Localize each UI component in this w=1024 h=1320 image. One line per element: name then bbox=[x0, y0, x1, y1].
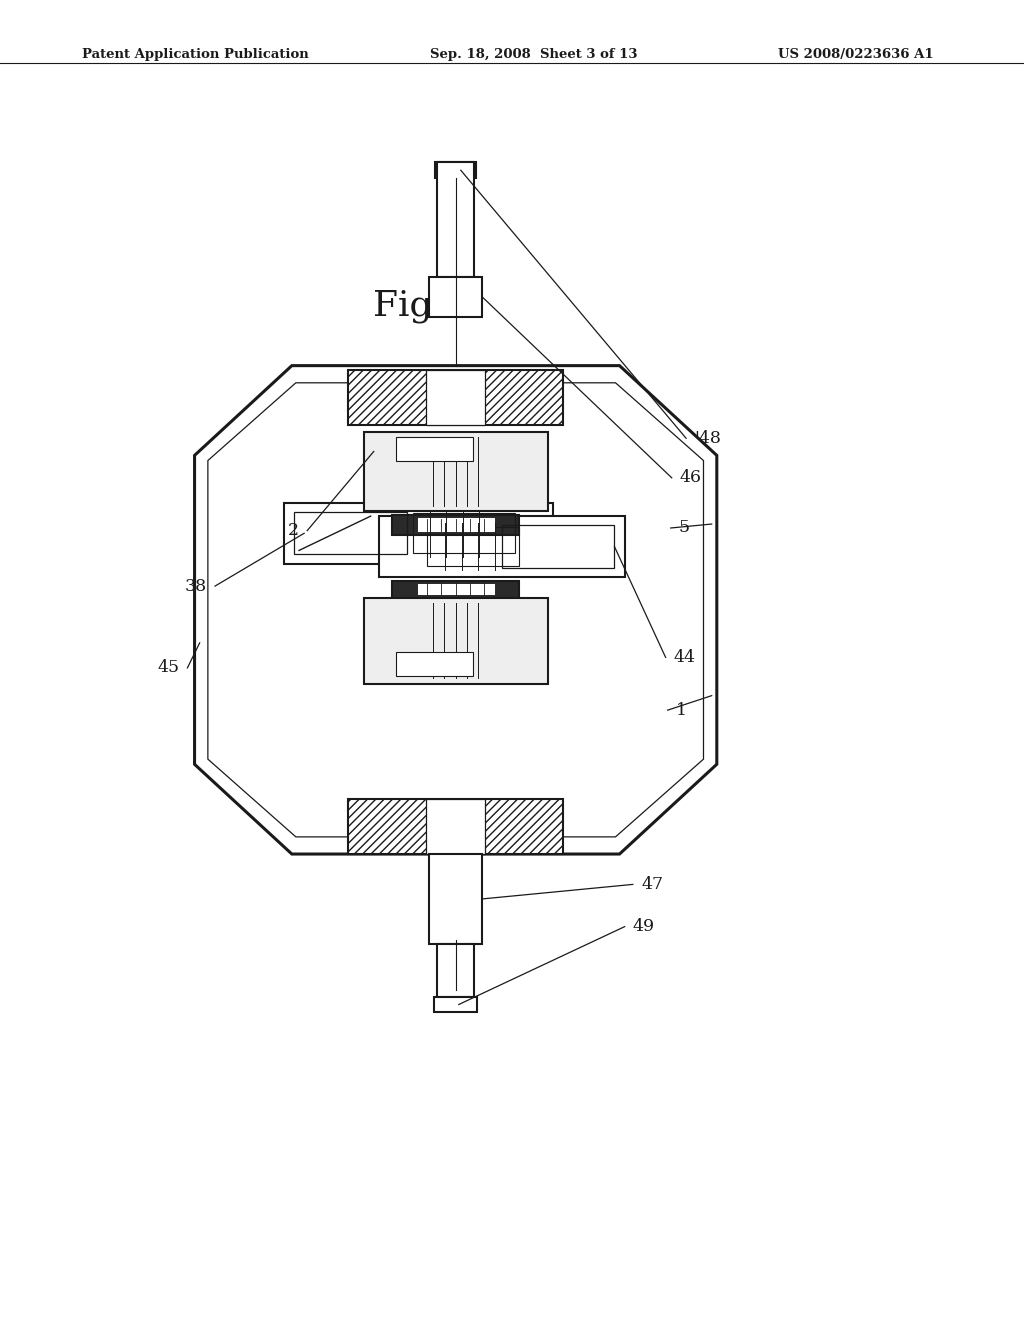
Bar bbox=[426, 799, 485, 854]
Bar bbox=[364, 432, 548, 511]
Bar bbox=[364, 598, 548, 684]
Text: 47: 47 bbox=[641, 876, 664, 892]
Text: 46: 46 bbox=[680, 470, 701, 486]
Text: 49: 49 bbox=[633, 919, 655, 935]
Text: 5: 5 bbox=[679, 520, 690, 536]
Text: Sep. 18, 2008  Sheet 3 of 13: Sep. 18, 2008 Sheet 3 of 13 bbox=[430, 48, 638, 61]
Bar bbox=[396, 437, 473, 461]
Bar bbox=[417, 517, 495, 532]
Polygon shape bbox=[348, 370, 563, 425]
Text: 45: 45 bbox=[157, 660, 179, 676]
Bar bbox=[413, 513, 515, 553]
Text: 44: 44 bbox=[674, 649, 695, 665]
Bar bbox=[294, 512, 407, 554]
Bar bbox=[396, 652, 473, 676]
Polygon shape bbox=[348, 799, 563, 854]
Bar bbox=[392, 581, 519, 598]
Bar bbox=[427, 527, 519, 566]
Bar bbox=[417, 583, 495, 595]
Bar bbox=[437, 944, 474, 997]
Bar bbox=[437, 162, 474, 277]
Bar bbox=[435, 162, 476, 178]
Bar bbox=[392, 515, 519, 535]
Bar bbox=[429, 854, 482, 944]
Bar bbox=[502, 525, 614, 568]
Bar bbox=[284, 503, 553, 564]
Text: 1: 1 bbox=[676, 702, 687, 718]
Text: US 2008/0223636 A1: US 2008/0223636 A1 bbox=[778, 48, 934, 61]
Text: 38: 38 bbox=[184, 578, 207, 594]
Text: 2: 2 bbox=[288, 523, 299, 539]
Text: Patent Application Publication: Patent Application Publication bbox=[82, 48, 308, 61]
Bar bbox=[434, 997, 477, 1012]
Text: '48: '48 bbox=[694, 430, 721, 446]
Bar bbox=[379, 516, 625, 577]
Text: Fig.4: Fig.4 bbox=[373, 289, 467, 323]
Bar bbox=[426, 370, 485, 425]
Bar bbox=[429, 277, 482, 317]
